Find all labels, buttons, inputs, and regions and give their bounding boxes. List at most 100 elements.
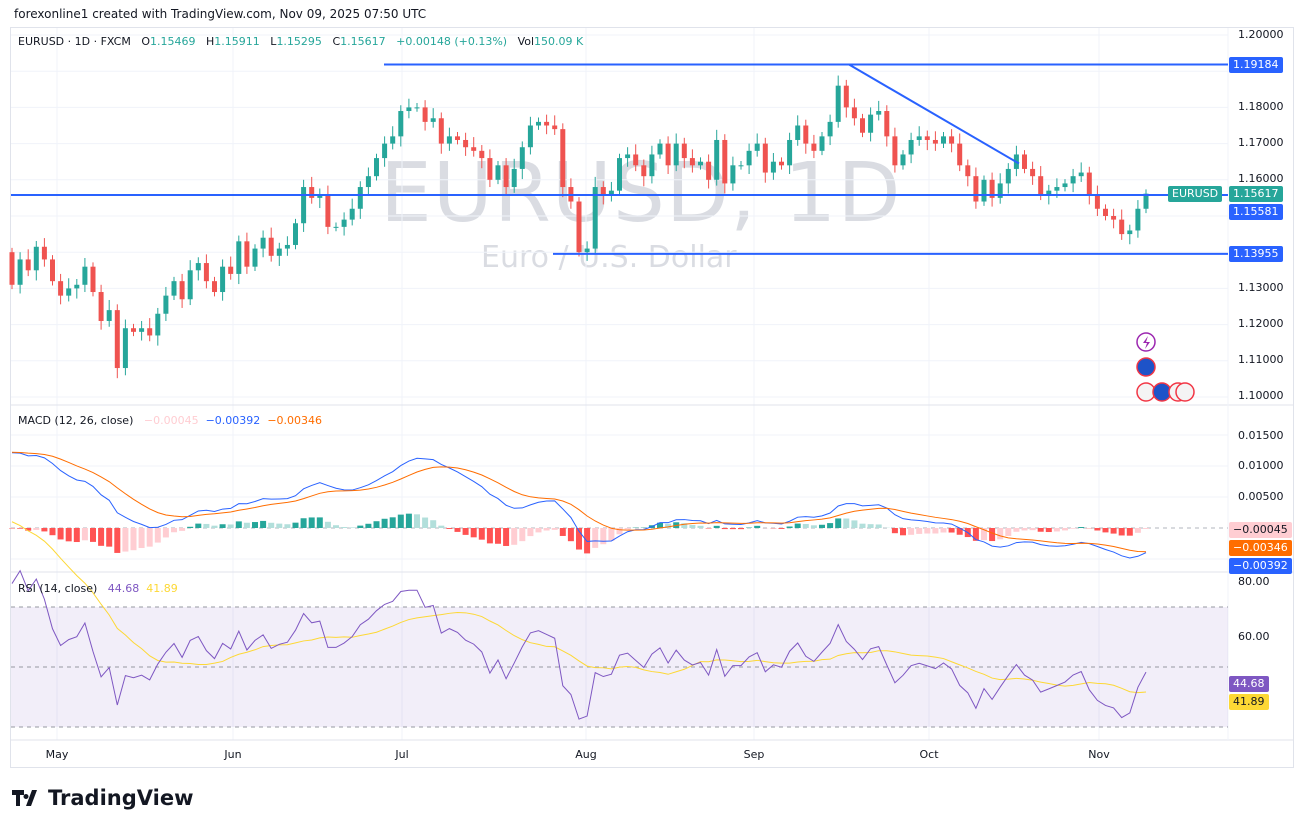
macd-histogram-bar	[600, 528, 607, 545]
candle-body	[981, 179, 987, 202]
candle-body	[1127, 230, 1133, 235]
macd-value: −0.00392	[205, 414, 261, 427]
candle-body	[924, 136, 930, 140]
date-tick: Sep	[743, 748, 765, 761]
candle-body	[819, 136, 825, 151]
macd-histogram-bar	[948, 528, 955, 533]
candle-body	[203, 263, 209, 282]
tradingview-logo[interactable]: TradingView	[12, 786, 193, 810]
candle-body	[519, 147, 525, 169]
macd-histogram-bar	[227, 524, 234, 528]
candle-body	[260, 237, 266, 249]
symbol-label[interactable]: EURUSD · 1D · FXCM	[18, 35, 131, 48]
candle-body	[544, 121, 550, 126]
change-value: +0.00148 (+0.13%)	[396, 35, 508, 48]
date-tick: Oct	[919, 748, 939, 761]
candle-body	[33, 246, 39, 271]
macd-histogram-bar	[49, 528, 56, 536]
candle-body	[1094, 194, 1100, 209]
macd-histogram-bar	[430, 520, 437, 528]
macd-histogram-bar	[608, 528, 615, 541]
macd-title[interactable]: MACD (12, 26, close)	[18, 414, 134, 427]
macd-histogram-bar	[1021, 528, 1028, 531]
candle-body	[179, 281, 185, 300]
candle-body	[463, 139, 469, 148]
candle-body	[932, 139, 938, 144]
macd-histogram-bar	[956, 528, 963, 535]
ohlc-legend: EURUSD · 1D · FXCM O1.15469 H1.15911 L1.…	[18, 35, 583, 48]
candle-body	[957, 143, 963, 166]
close-label: C	[332, 35, 341, 48]
candle-body	[317, 194, 323, 198]
macd-histogram-bar	[592, 528, 599, 548]
high-value: 1.15911	[214, 35, 260, 48]
macd-histogram-bar	[90, 528, 96, 542]
candle-body	[1111, 216, 1117, 220]
candle-body	[422, 107, 428, 122]
candle-body	[171, 281, 177, 296]
candle-body	[122, 328, 128, 369]
macd-histogram-bar	[357, 525, 364, 528]
macd-signal-value: −0.00346	[267, 414, 323, 427]
candle-body	[884, 111, 890, 137]
candle-body	[625, 154, 631, 159]
macd-histogram-bar	[316, 517, 323, 528]
macd-histogram-bar	[1110, 528, 1117, 534]
credit-text: forexonline1 created with TradingView.co…	[14, 7, 427, 21]
macd-histogram-bar	[454, 528, 461, 532]
macd-histogram-bar	[106, 528, 113, 547]
rsi-title[interactable]: RSI (14, close)	[18, 582, 98, 595]
candle-body	[811, 143, 817, 151]
candle-body	[617, 158, 622, 191]
candle-body	[503, 165, 509, 188]
macd-histogram-bar	[219, 524, 226, 528]
candle-body	[220, 266, 226, 293]
macd-histogram-bar	[162, 528, 169, 538]
high-label: H	[206, 35, 215, 48]
candle-body	[155, 313, 161, 336]
candle-body	[552, 125, 558, 130]
macd-histogram-bar	[1070, 528, 1077, 529]
macd-histogram-bar	[211, 525, 218, 528]
candle-body	[989, 179, 995, 198]
candle-body	[455, 136, 460, 140]
candle-body	[50, 259, 55, 282]
date-tick: Aug	[575, 748, 597, 761]
candle-body	[1078, 172, 1084, 177]
candle-body	[1022, 154, 1027, 169]
macd-histogram-bar	[438, 525, 445, 528]
price-tick: 1.13000	[1238, 281, 1284, 294]
macd-histogram-bar	[33, 528, 40, 530]
macd-histogram-bar	[503, 528, 510, 546]
candle-body	[487, 158, 493, 180]
candle-body	[827, 121, 833, 137]
rsi-line	[11, 569, 1147, 720]
lightning-icon	[1143, 336, 1150, 349]
macd-hist-tag: −0.00045	[1229, 522, 1292, 538]
us-flag-icon	[1175, 382, 1195, 402]
macd-histogram-bar	[114, 528, 121, 553]
volume-value: 150.09 K	[534, 35, 584, 48]
rsi-ma-tag: 41.89	[1229, 694, 1269, 710]
candle-body	[657, 143, 663, 155]
price-tick: 1.10000	[1238, 389, 1284, 402]
macd-histogram-bar	[17, 528, 24, 529]
macd-histogram-bar	[122, 528, 129, 552]
macd-histogram-bar	[754, 525, 761, 528]
macd-histogram-bar	[154, 528, 161, 543]
macd-histogram-bar	[972, 528, 979, 541]
candle-body	[876, 111, 882, 115]
low-label: L	[270, 35, 277, 48]
macd-histogram-bar	[422, 517, 429, 528]
candle-body	[770, 161, 776, 173]
macd-histogram-bar	[235, 521, 242, 528]
candle-body	[1030, 168, 1036, 177]
macd-histogram-bar	[203, 523, 210, 528]
candle-body	[74, 284, 80, 289]
rsi-value: 44.68	[107, 582, 140, 595]
candle-body	[730, 165, 736, 184]
macd-tick: 0.01500	[1238, 429, 1284, 442]
rsi-tick: 60.00	[1238, 630, 1270, 643]
candle-body	[860, 118, 865, 133]
